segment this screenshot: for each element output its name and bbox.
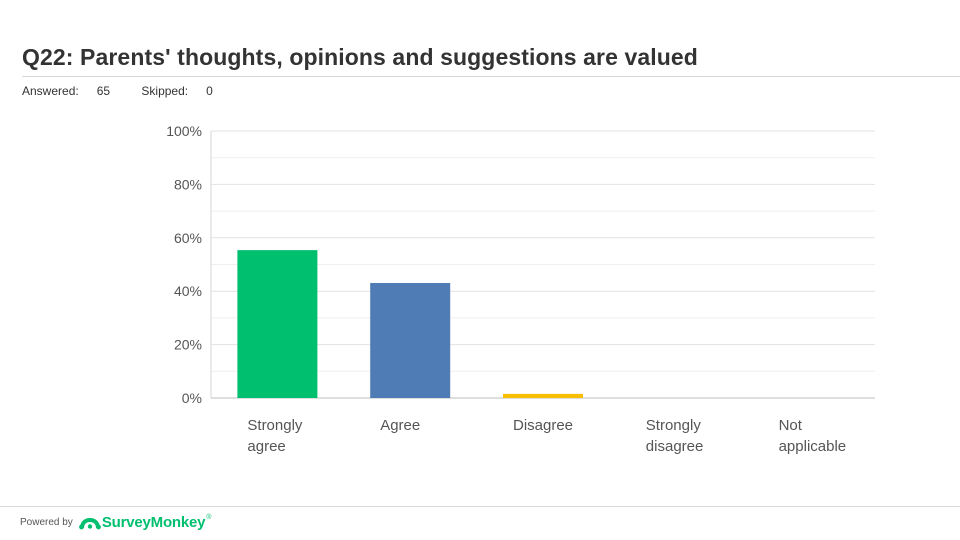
bar-0[interactable] bbox=[237, 250, 318, 398]
surveymonkey-logo[interactable]: SurveyMonkey ® bbox=[78, 514, 212, 531]
x-category-label: Strongly disagree bbox=[646, 417, 704, 455]
answered-label: Answered: bbox=[22, 84, 79, 98]
x-category-label: Agree bbox=[380, 417, 420, 434]
response-summary: Answered: 65 Skipped: 0 bbox=[22, 84, 227, 98]
question-id: Q22: bbox=[22, 44, 74, 70]
x-category-label: Strongly agree bbox=[247, 417, 303, 455]
x-category-label: Not applicable bbox=[779, 417, 847, 455]
page-title: Q22: Parents' thoughts, opinions and sug… bbox=[22, 44, 698, 71]
bar-1[interactable] bbox=[370, 282, 451, 398]
skipped-count: 0 bbox=[206, 84, 213, 98]
surveymonkey-logo-icon bbox=[78, 517, 101, 529]
title-divider bbox=[22, 76, 960, 77]
bar-2[interactable] bbox=[503, 393, 583, 398]
y-gridlines bbox=[211, 130, 875, 399]
y-tick-label: 100% bbox=[166, 123, 202, 139]
surveymonkey-wordmark: SurveyMonkey bbox=[101, 514, 206, 531]
y-tick-label: 80% bbox=[174, 176, 202, 192]
x-category-label: Disagree bbox=[513, 417, 573, 434]
footer-divider bbox=[0, 506, 960, 507]
powered-by-label: Powered by bbox=[20, 517, 73, 528]
registered-mark: ® bbox=[206, 514, 212, 521]
y-tick-label: 0% bbox=[182, 390, 202, 406]
footer: Powered by SurveyMonkey ® bbox=[20, 514, 211, 531]
y-tick-label: 20% bbox=[174, 337, 202, 353]
skipped-label: Skipped: bbox=[141, 84, 189, 98]
y-tick-label: 60% bbox=[174, 230, 202, 246]
question-text: Parents' thoughts, opinions and suggesti… bbox=[80, 44, 698, 70]
answered-count: 65 bbox=[96, 84, 111, 98]
y-tick-label: 40% bbox=[174, 283, 202, 299]
